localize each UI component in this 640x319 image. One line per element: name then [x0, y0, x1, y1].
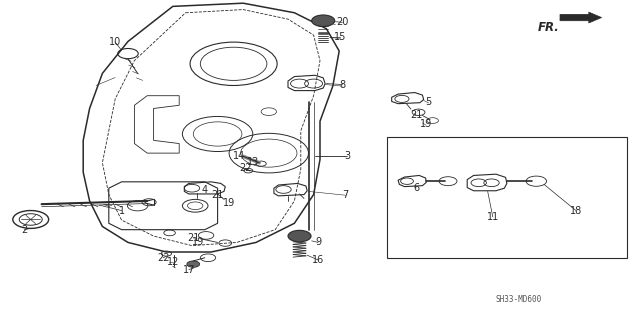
Text: SH33-MD600: SH33-MD600: [495, 295, 541, 304]
Text: 18: 18: [570, 205, 582, 216]
Text: 14: 14: [232, 151, 245, 161]
Text: 6: 6: [413, 183, 419, 193]
Bar: [387, 137, 627, 258]
Text: 21: 21: [410, 110, 422, 120]
Text: 17: 17: [182, 264, 195, 275]
Text: 15: 15: [334, 32, 347, 42]
Text: 16: 16: [312, 255, 324, 265]
Text: 22: 22: [157, 253, 170, 263]
Text: 7: 7: [342, 189, 349, 200]
Text: 2: 2: [21, 225, 28, 235]
Circle shape: [288, 230, 311, 242]
Text: 11: 11: [486, 212, 499, 222]
Text: 19: 19: [192, 237, 205, 248]
Text: 21: 21: [211, 189, 224, 200]
Text: FR.: FR.: [538, 21, 559, 33]
Text: 20: 20: [336, 17, 349, 27]
Text: 4: 4: [202, 185, 208, 195]
Text: 5: 5: [426, 97, 432, 107]
Text: 10: 10: [109, 37, 122, 47]
Text: 21: 21: [187, 233, 200, 243]
Text: 1: 1: [118, 205, 125, 216]
Text: 12: 12: [166, 256, 179, 267]
Text: 8: 8: [339, 79, 346, 90]
Polygon shape: [560, 12, 602, 23]
Text: 9: 9: [315, 237, 321, 248]
Circle shape: [187, 261, 200, 267]
Text: 19: 19: [223, 197, 236, 208]
Text: 19: 19: [420, 119, 433, 130]
Text: 13: 13: [246, 157, 259, 167]
Text: 22: 22: [239, 163, 252, 174]
Text: 3: 3: [344, 151, 350, 161]
Circle shape: [312, 15, 335, 26]
